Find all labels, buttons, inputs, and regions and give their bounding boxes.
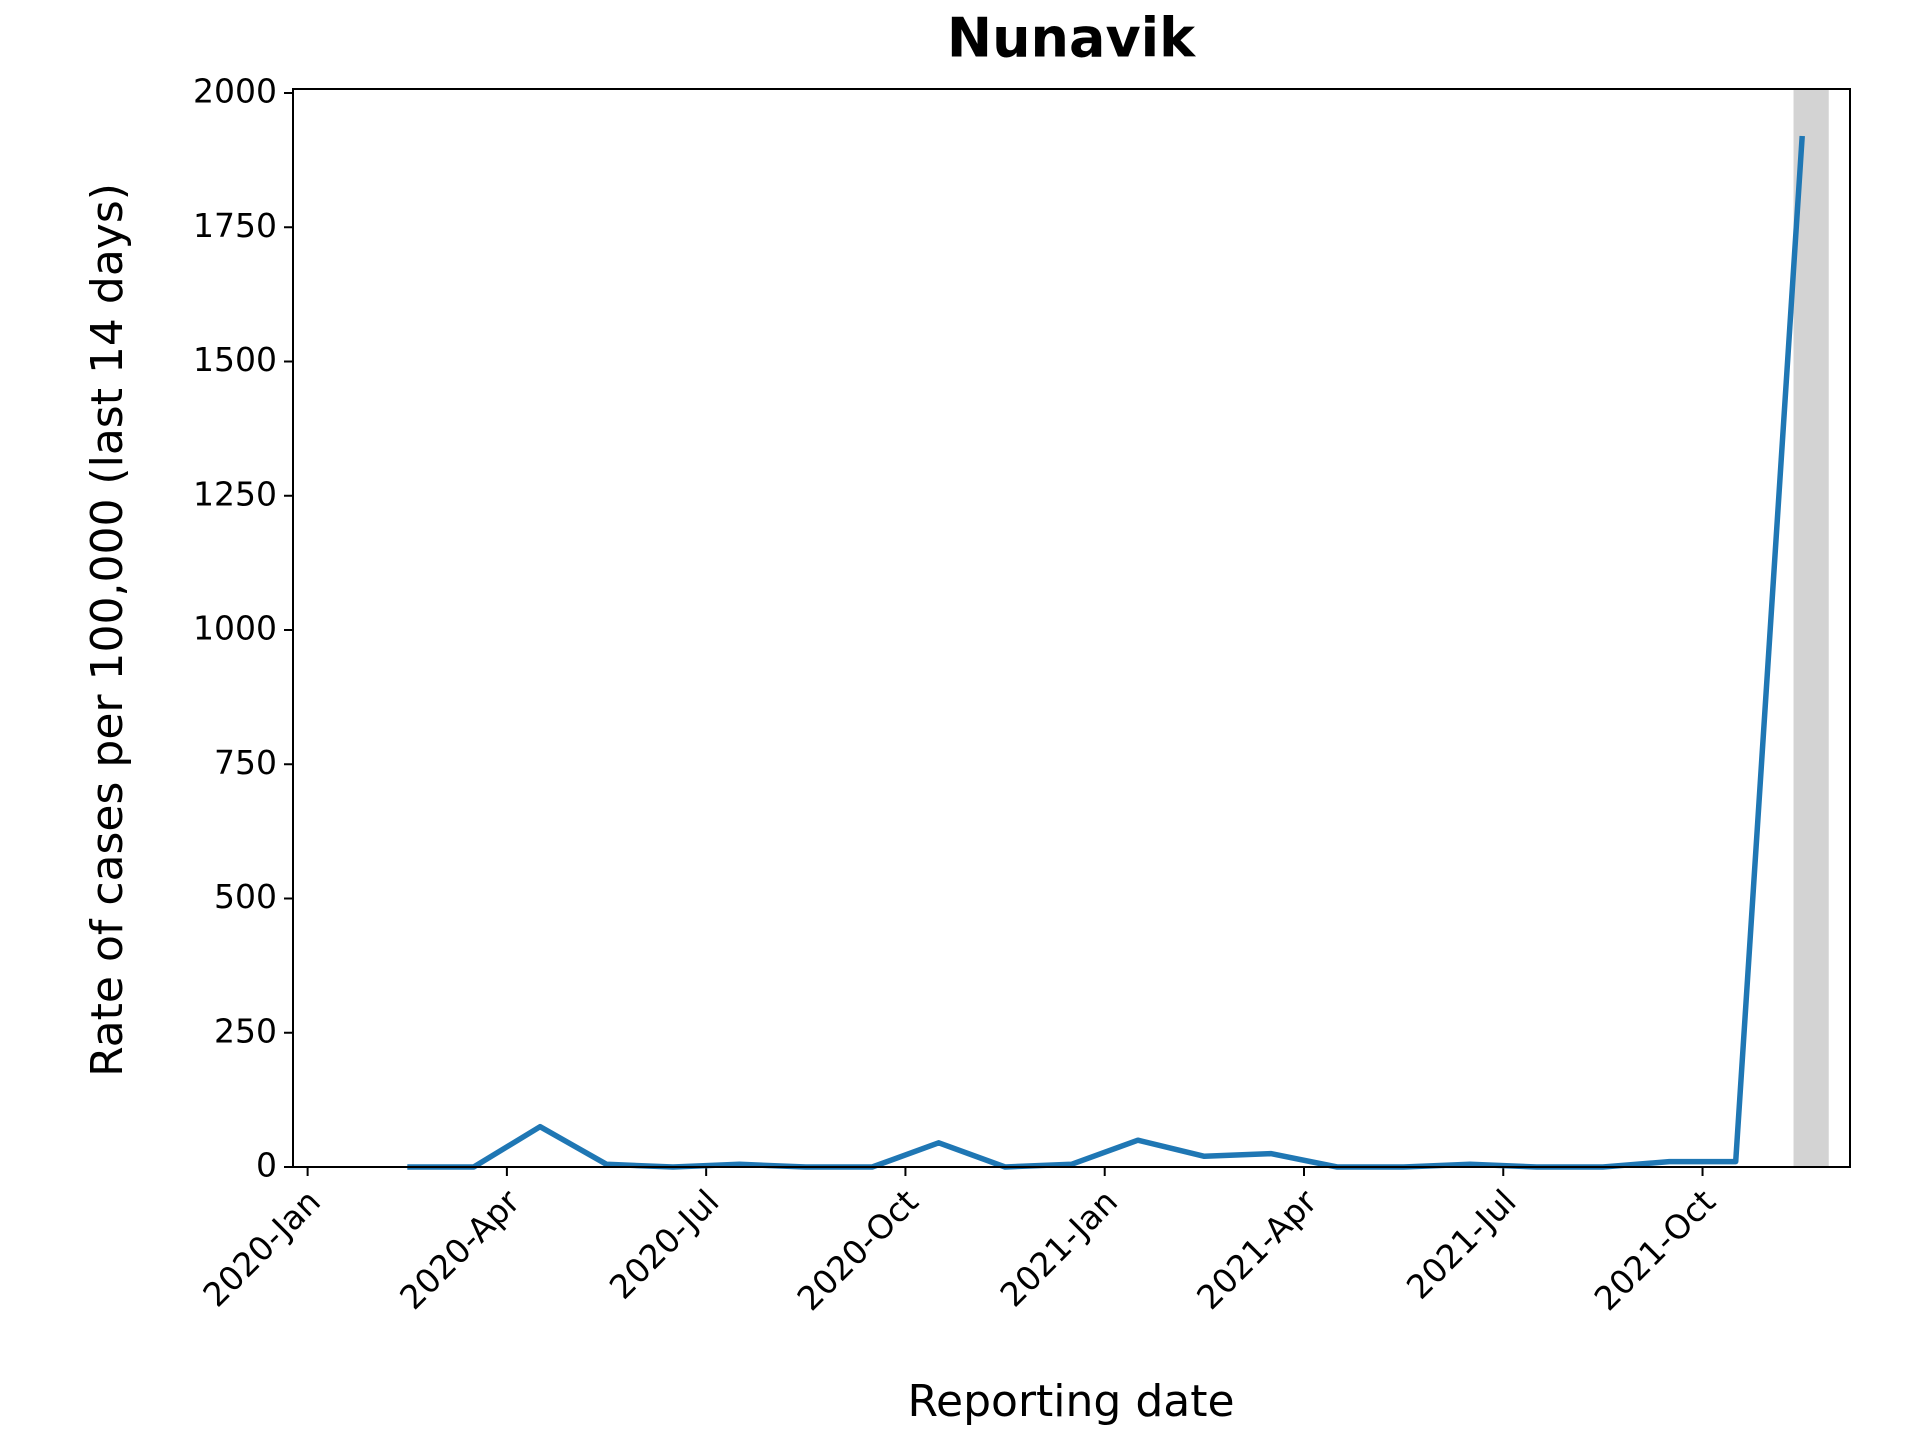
x-tick-label: 2020-Apr	[392, 1181, 528, 1317]
x-tick-label: 2020-Jan	[195, 1182, 328, 1315]
highlight-band	[1793, 89, 1829, 1167]
x-axis-label: Reporting date	[907, 1376, 1234, 1427]
x-tick-label: 2020-Jul	[602, 1182, 727, 1307]
plot-frame	[292, 88, 1851, 1168]
chart-title: Nunavik	[947, 7, 1196, 70]
y-tick-label: 1750	[193, 206, 277, 245]
series-line	[407, 135, 1805, 1170]
y-axis-label: Rate of cases per 100,000 (last 14 days)	[82, 183, 133, 1077]
y-tick-label: 500	[214, 877, 277, 916]
y-tick-label: 250	[214, 1011, 277, 1050]
y-tick-label: 1000	[193, 609, 277, 648]
y-tick-label: 1250	[193, 474, 277, 513]
x-tick-label: 2021-Jul	[1399, 1182, 1524, 1307]
y-tick-label: 0	[256, 1146, 277, 1185]
y-tick-label: 750	[214, 743, 277, 782]
x-tick-label: 2021-Oct	[1587, 1182, 1723, 1318]
x-tick-label: 2021-Jan	[992, 1182, 1125, 1315]
x-tick-label: 2020-Oct	[789, 1182, 925, 1318]
y-tick-label: 1500	[193, 340, 277, 379]
y-tick-label: 2000	[193, 72, 277, 111]
x-tick-label: 2021-Apr	[1189, 1181, 1325, 1317]
